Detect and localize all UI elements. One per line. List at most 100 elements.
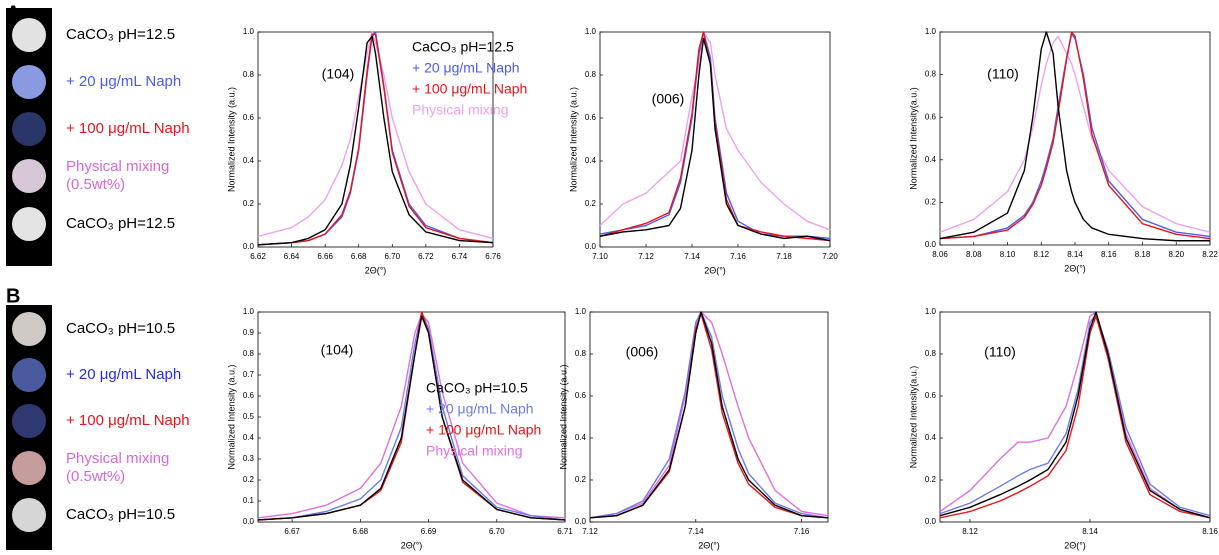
x-tick-label: 6.69 — [421, 527, 437, 536]
x-tick-label: 7.20 — [822, 252, 838, 261]
sample-disc — [12, 404, 46, 438]
series-line — [589, 311, 829, 519]
plot-frame — [939, 311, 1211, 523]
x-tick-label: 7.16 — [730, 252, 746, 261]
sample-disc — [12, 207, 46, 241]
sample-label: CaCO₃ pH=10.5 — [66, 320, 175, 337]
x-tick-label: 8.18 — [1135, 250, 1151, 259]
y-tick-label: 0.2 — [585, 199, 597, 208]
peak-annotation: (110) — [987, 66, 1019, 82]
y-axis-label: Normalized Intensity(a.u.) — [908, 366, 918, 469]
sample-label: (0.5wt%) — [66, 468, 125, 485]
y-tick-label: 0.8 — [925, 349, 937, 358]
x-tick-label: 6.71 — [557, 527, 573, 536]
sample-disc — [12, 159, 46, 193]
series-line — [939, 311, 1211, 519]
series-line — [939, 311, 1211, 519]
y-tick-label: 0.6 — [585, 113, 597, 122]
x-axis-label: 2Θ(°) — [1064, 540, 1086, 550]
sample-label: + 20 μg/mL Naph — [66, 73, 181, 90]
series-line — [257, 311, 566, 521]
y-axis-label: Normalized Intensity (a.u.) — [558, 364, 568, 469]
legend-entry: CaCO₃ pH=10.5 — [426, 380, 528, 396]
y-tick-label: 0.8 — [575, 349, 587, 358]
y-tick-label: 0.6 — [925, 112, 937, 121]
series-line — [599, 37, 831, 242]
y-tick-label: 0.4 — [243, 433, 255, 442]
y-tick-label: 0.8 — [243, 349, 255, 358]
y-tick-label: 0.0 — [585, 242, 597, 251]
sample-disc — [12, 498, 46, 532]
x-tick-label: 6.76 — [485, 252, 501, 261]
series-line — [599, 31, 831, 242]
series-line — [589, 311, 829, 519]
sample-disc — [12, 65, 46, 99]
y-tick-label: 0.3 — [243, 454, 255, 463]
y-tick-label: 1.0 — [575, 307, 587, 316]
y-axis-label: Normalized Intensity(a.u.) — [908, 87, 918, 190]
x-tick-label: 8.08 — [966, 250, 982, 259]
y-axis-label: Normalized Intensity (a.u.) — [226, 364, 236, 469]
y-axis-label: Normalized Intensity (a.u.) — [568, 87, 578, 192]
x-axis-label: 2Θ(°) — [365, 265, 387, 275]
x-axis-label: 2Θ(°) — [1064, 263, 1086, 273]
legend-entry: + 20 μg/mL Naph — [426, 401, 534, 417]
y-tick-label: 0.2 — [243, 475, 255, 484]
x-tick-label: 7.12 — [638, 252, 654, 261]
x-tick-label: 6.62 — [250, 252, 266, 261]
x-tick-label: 8.16 — [1101, 250, 1117, 259]
peak-annotation: (006) — [652, 91, 685, 107]
x-tick-label: 8.06 — [932, 250, 948, 259]
y-tick-label: 1.0 — [243, 27, 255, 36]
sample-disc — [12, 312, 46, 346]
x-tick-label: 6.72 — [418, 252, 434, 261]
x-tick-label: 7.14 — [688, 527, 704, 536]
peak-annotation: (104) — [322, 66, 355, 82]
x-axis-label: 2Θ(°) — [401, 540, 423, 550]
sample-label: CaCO₃ pH=10.5 — [66, 506, 175, 523]
x-tick-label: 6.67 — [284, 527, 300, 536]
plot-frame — [589, 311, 829, 523]
series-line — [589, 311, 829, 519]
x-tick-label: 8.16 — [1202, 527, 1218, 536]
panel-label: B — [6, 285, 20, 307]
y-tick-label: 0.0 — [925, 517, 937, 526]
series-line — [257, 35, 494, 246]
plot-frame — [257, 311, 566, 523]
x-tick-label: 8.22 — [1202, 250, 1218, 259]
x-tick-label: 7.12 — [582, 527, 598, 536]
peak-annotation: (110) — [984, 344, 1016, 360]
y-tick-label: 0.0 — [925, 240, 937, 249]
series-line — [939, 33, 1211, 240]
y-tick-label: 0.2 — [243, 199, 255, 208]
y-tick-label: 0.0 — [575, 517, 587, 526]
y-tick-label: 1.0 — [925, 27, 937, 36]
series-line — [257, 31, 494, 240]
y-tick-label: 0.4 — [925, 433, 937, 442]
x-tick-label: 7.10 — [592, 252, 608, 261]
x-tick-label: 6.70 — [384, 252, 400, 261]
series-line — [599, 31, 831, 231]
series-line — [257, 313, 566, 519]
y-tick-label: 0.6 — [575, 391, 587, 400]
x-tick-label: 8.10 — [1000, 250, 1016, 259]
sample-label: Physical mixing — [66, 450, 169, 467]
sample-label: + 100 μg/mL Naph — [66, 412, 190, 429]
y-tick-label: 0.8 — [243, 70, 255, 79]
y-tick-label: 0.1 — [243, 496, 255, 505]
sample-label: Physical mixing — [66, 158, 169, 175]
x-tick-label: 6.64 — [284, 252, 300, 261]
legend-entry: + 20 μg/mL Naph — [412, 60, 520, 76]
y-tick-label: 0.2 — [925, 198, 937, 207]
x-tick-label: 8.12 — [1033, 250, 1049, 259]
x-tick-label: 7.18 — [776, 252, 792, 261]
x-tick-label: 8.12 — [962, 527, 978, 536]
x-tick-label: 6.70 — [489, 527, 505, 536]
y-tick-label: 0.7 — [243, 370, 255, 379]
y-tick-label: 0.8 — [585, 70, 597, 79]
y-tick-label: 1.0 — [243, 307, 255, 316]
y-tick-label: 0.0 — [243, 517, 255, 526]
panel-label: A — [6, 2, 20, 24]
y-tick-label: 0.5 — [243, 412, 255, 421]
